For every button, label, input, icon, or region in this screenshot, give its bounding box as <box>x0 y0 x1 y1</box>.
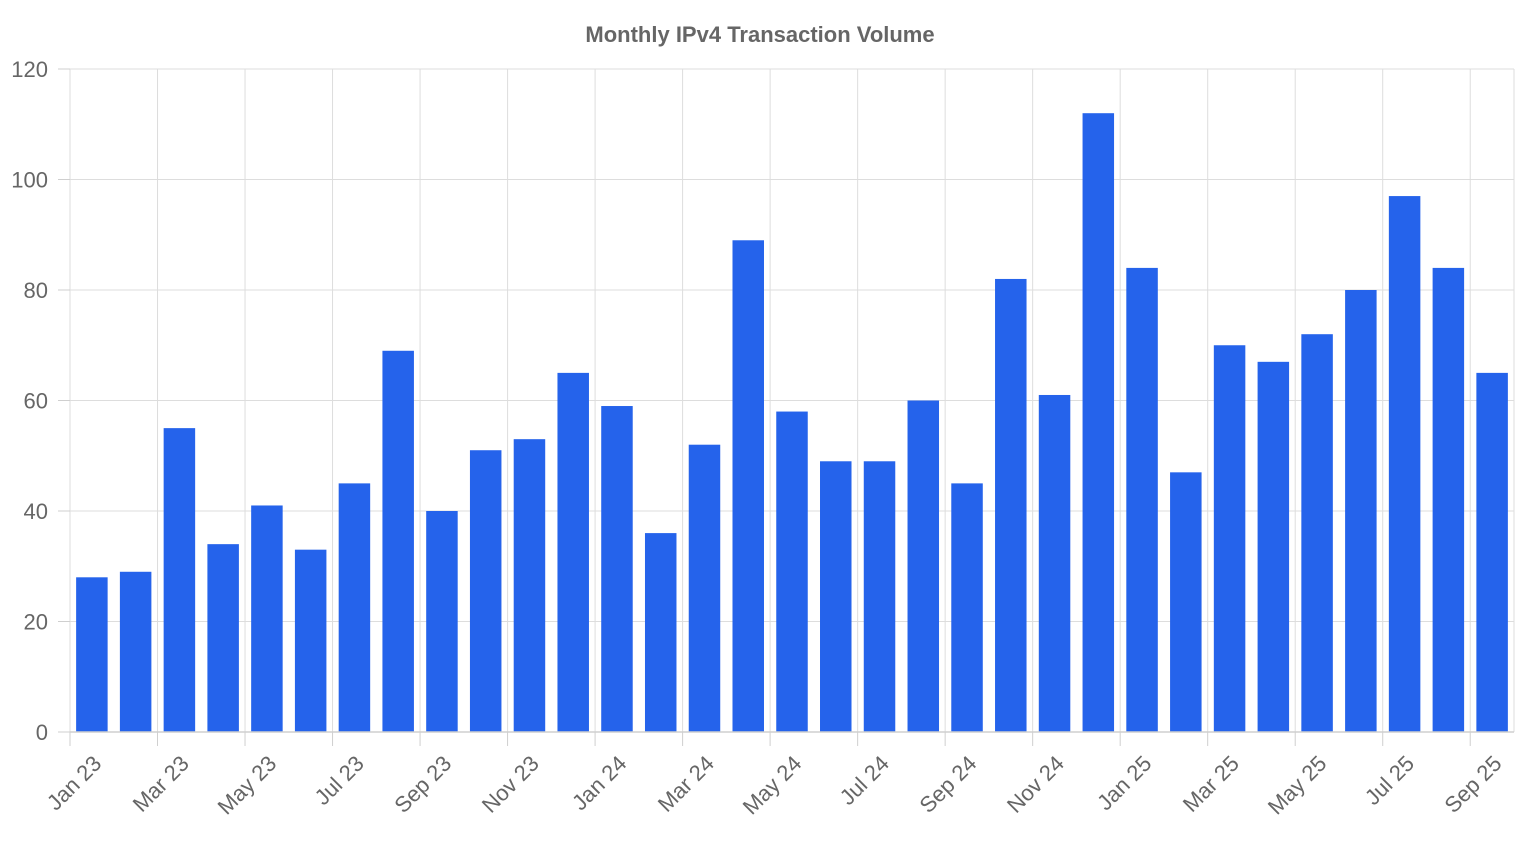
x-tick-label: Mar 24 <box>653 751 719 817</box>
x-tick-label: Mar 25 <box>1178 751 1244 817</box>
x-tick-label: Sep 25 <box>1440 751 1507 818</box>
x-tick-label: Nov 24 <box>1002 751 1069 818</box>
grid-lines <box>69 68 1515 732</box>
bar[interactable] <box>601 406 633 732</box>
bar[interactable] <box>557 372 589 732</box>
x-tick-label: May 25 <box>1263 751 1332 820</box>
bar[interactable] <box>1126 267 1158 732</box>
y-tick-label: 100 <box>11 168 48 193</box>
bar[interactable] <box>1038 394 1071 732</box>
bar[interactable] <box>776 411 808 732</box>
x-tick-label: May 24 <box>738 751 807 820</box>
bar[interactable] <box>688 444 721 732</box>
bar[interactable] <box>1257 361 1290 732</box>
x-tick-label: Jul 23 <box>310 751 369 810</box>
bar[interactable] <box>1213 345 1246 732</box>
y-tick-label: 80 <box>24 278 48 303</box>
bar[interactable] <box>119 571 152 732</box>
bar[interactable] <box>76 577 108 732</box>
y-tick-label: 120 <box>11 57 48 82</box>
bar[interactable] <box>732 240 764 732</box>
y-tick-label: 40 <box>24 499 48 524</box>
x-tick-label: Sep 23 <box>389 751 456 818</box>
bar[interactable] <box>951 483 983 732</box>
bar[interactable] <box>1345 290 1377 732</box>
bar[interactable] <box>382 350 414 732</box>
bar[interactable] <box>1301 334 1333 732</box>
bar[interactable] <box>426 511 458 732</box>
bar[interactable] <box>251 505 283 732</box>
y-tick-label: 20 <box>24 610 48 635</box>
x-tick-label: Nov 23 <box>477 751 544 818</box>
x-tick-label: Jul 24 <box>835 751 894 810</box>
bar[interactable] <box>1082 113 1115 732</box>
axes <box>58 68 1514 746</box>
bar[interactable] <box>294 549 327 732</box>
bar[interactable] <box>469 450 502 732</box>
y-tick-label: 60 <box>24 389 48 414</box>
x-tick-label: Jan 23 <box>42 751 106 815</box>
x-tick-label: Sep 24 <box>914 751 981 818</box>
bar[interactable] <box>513 439 546 732</box>
bar[interactable] <box>1170 472 1202 732</box>
bar[interactable] <box>863 461 896 732</box>
x-tick-label: Jul 25 <box>1360 751 1419 810</box>
bar[interactable] <box>644 533 677 732</box>
y-tick-label: 0 <box>36 720 48 745</box>
bar[interactable] <box>163 428 196 732</box>
bar[interactable] <box>1432 267 1465 732</box>
x-tick-label: Mar 23 <box>128 751 194 817</box>
bar[interactable] <box>995 278 1027 732</box>
x-tick-label: Jan 24 <box>567 751 631 815</box>
bar[interactable] <box>907 400 940 733</box>
bar[interactable] <box>1388 196 1421 732</box>
x-tick-label: Jan 25 <box>1092 751 1156 815</box>
bars <box>76 113 1508 732</box>
bar[interactable] <box>207 544 239 732</box>
chart-title: Monthly IPv4 Transaction Volume <box>585 22 934 47</box>
bar[interactable] <box>338 483 371 732</box>
x-tick-label: May 23 <box>213 751 282 820</box>
bar[interactable] <box>820 461 852 732</box>
bar[interactable] <box>1476 372 1508 732</box>
